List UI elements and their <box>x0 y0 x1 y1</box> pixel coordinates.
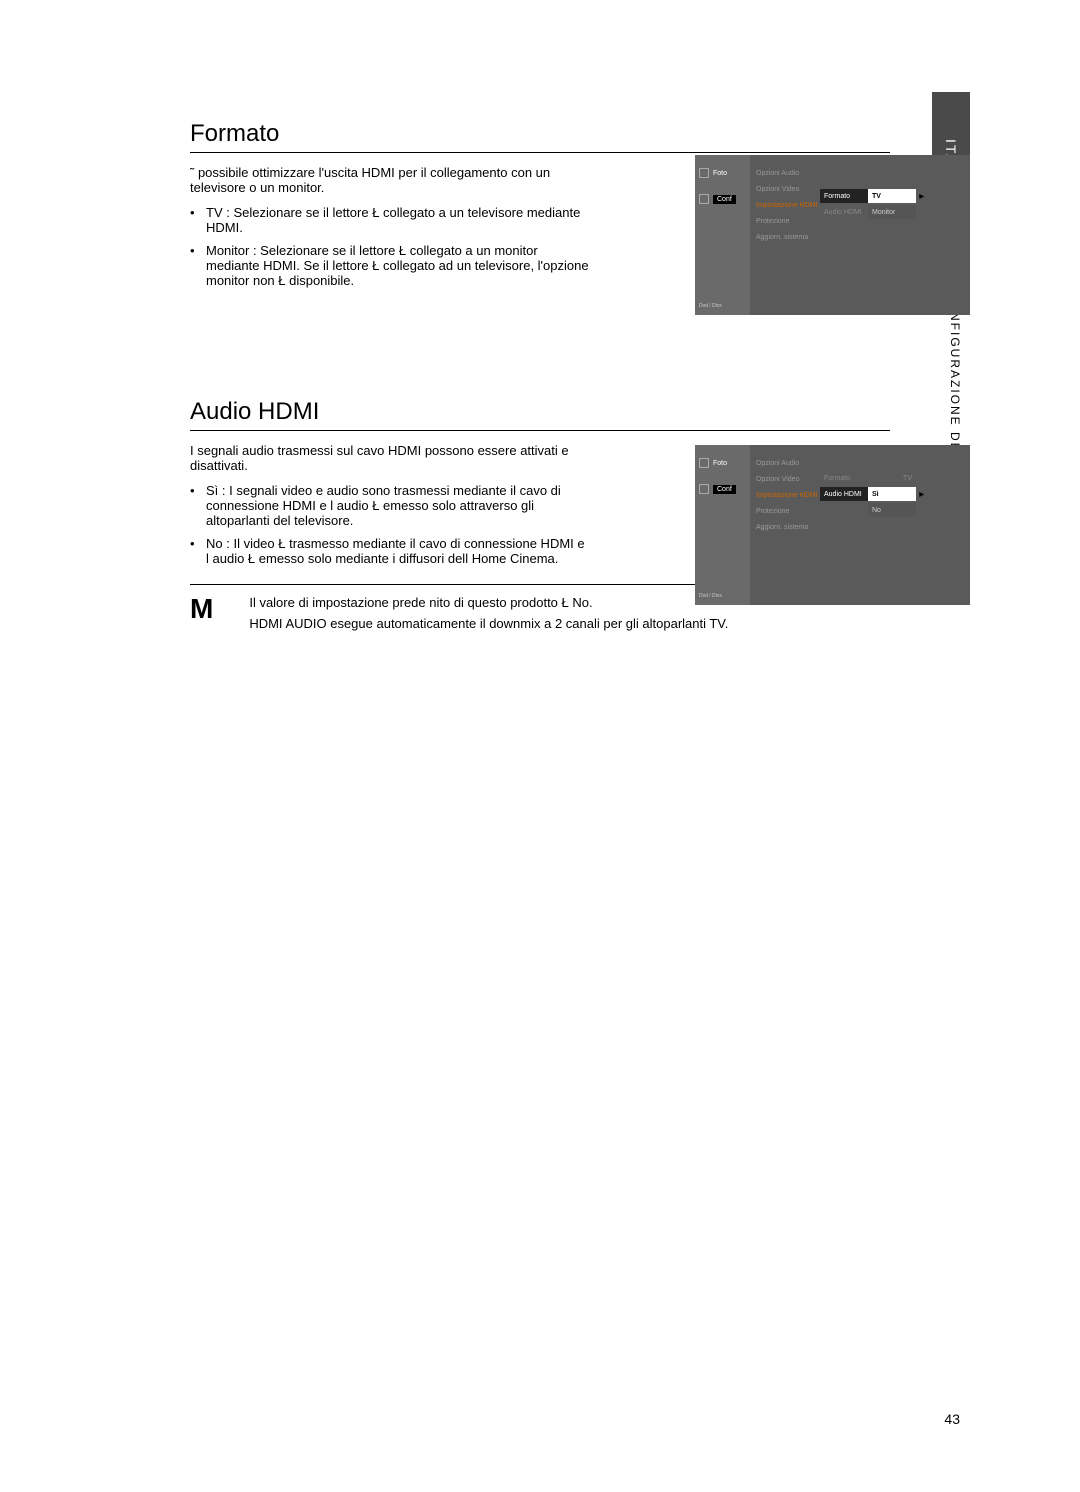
osd-menu-item: Aggiorn. sistema <box>750 524 820 531</box>
osd-screenshot-formato: Foto Conf Dvd / Divx Opzioni Audio Opzio… <box>695 155 970 315</box>
osd-side-foto: Foto <box>695 455 750 471</box>
osd-sidebar: Foto Conf Dvd / Divx <box>695 155 750 315</box>
osd-option-no: No <box>868 503 916 517</box>
osd-menu-item-selected: Impostazione HDMI <box>750 202 820 209</box>
osd-menu: Opzioni Audio Opzioni Video Impostazione… <box>750 165 916 245</box>
osd-side-foto: Foto <box>695 165 750 181</box>
section-audio-intro: I segnali audio trasmessi sul cavo HDMI … <box>190 443 590 473</box>
osd-submenu-audiohdmi: Audio HDMI <box>820 205 868 219</box>
gear-icon <box>699 194 709 204</box>
note-icon: M <box>190 595 213 623</box>
osd-side-conf: Conf <box>695 191 750 207</box>
osd-option-si: Sì <box>868 487 916 501</box>
osd-side-foto-label: Foto <box>713 170 727 177</box>
section-audio-title: Audio HDMI <box>190 398 890 431</box>
osd-menu-item: Protezione <box>750 508 820 515</box>
osd-menu-item-selected: Impostazione HDMI <box>750 492 820 499</box>
section-audio-item-si: Sì : I segnali video e audio sono trasme… <box>190 483 590 528</box>
osd-menu-item: Protezione <box>750 218 820 225</box>
section-formato-item-monitor: Monitor : Selezionare se il lettore Ł co… <box>190 243 590 288</box>
osd-screenshot-audiohdmi: Foto Conf Dvd / Divx Opzioni Audio Opzio… <box>695 445 970 605</box>
osd-menu-item: Opzioni Video <box>750 186 820 193</box>
section-audio-item-no: No : Il video Ł trasmesso mediante il ca… <box>190 536 590 566</box>
osd-side-foto-label: Foto <box>713 460 727 467</box>
osd-menu-item: Opzioni Video <box>750 476 820 483</box>
osd-menu-item: Opzioni Audio <box>750 170 820 177</box>
section-formato-title: Formato <box>190 120 890 153</box>
osd-side-conf: Conf <box>695 481 750 497</box>
osd-side-conf-label: Conf <box>713 195 736 204</box>
page-number: 43 <box>944 1411 960 1427</box>
osd-menu: Opzioni Audio Opzioni Video Impostazione… <box>750 455 916 535</box>
osd-side-conf-label: Conf <box>713 485 736 494</box>
osd-side-icon-label: Dvd / Divx <box>699 303 722 309</box>
osd-side-icon-label: Dvd / Divx <box>699 593 722 599</box>
section-formato-intro: ˜ possibile ottimizzare l'uscita HDMI pe… <box>190 165 590 195</box>
section-formato-item-tv: TV : Selezionare se il lettore Ł collega… <box>190 205 590 235</box>
osd-submenu-audiohdmi: Audio HDMI <box>820 487 868 501</box>
osd-submenu-formato-value: TV <box>868 471 916 485</box>
page: ITA CONFIGURAZIONE DEL SISTEMA Formato ˜… <box>0 0 1080 1492</box>
osd-option-tv: TV <box>868 189 916 203</box>
photo-icon <box>699 168 709 178</box>
osd-option-monitor: Monitor <box>868 205 916 219</box>
photo-icon <box>699 458 709 468</box>
osd-menu-item: Opzioni Audio <box>750 460 820 467</box>
note-item-2: HDMI AUDIO esegue automaticamente il dow… <box>233 616 890 631</box>
osd-submenu-formato: Formato <box>820 189 868 203</box>
osd-submenu-formato-dim: Formato <box>820 471 868 485</box>
gear-icon <box>699 484 709 494</box>
osd-sidebar: Foto Conf Dvd / Divx <box>695 445 750 605</box>
osd-menu-item: Aggiorn. sistema <box>750 234 820 241</box>
